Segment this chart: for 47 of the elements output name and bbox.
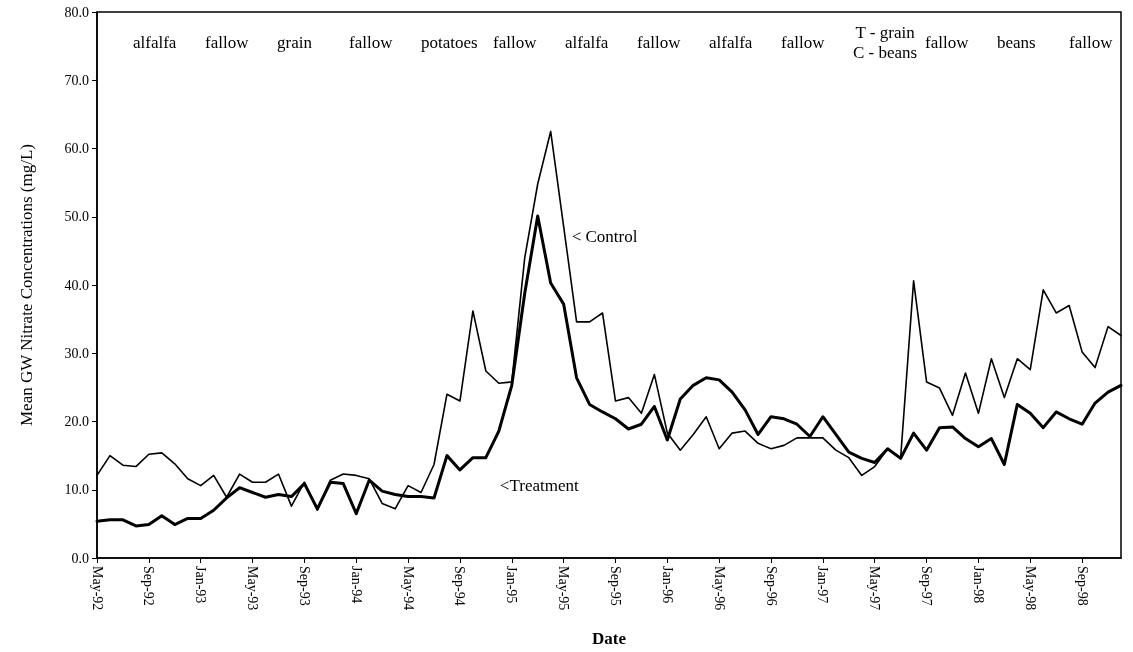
x-tick-label: Sep-93 — [296, 566, 312, 606]
y-tick-label: 50.0 — [64, 209, 89, 225]
y-tick-label: 0.0 — [71, 550, 89, 566]
x-tick-label: Sep-95 — [607, 566, 623, 606]
annotation: fallow — [1069, 32, 1114, 52]
x-tick-label: May-97 — [867, 566, 883, 611]
annotation: fallow — [349, 32, 394, 52]
x-tick-label: Sep-92 — [141, 566, 157, 606]
series-label: < Control — [571, 226, 638, 246]
annotation: alfalfa — [565, 32, 609, 52]
y-tick-label: 70.0 — [64, 72, 89, 88]
y-tick-label: 80.0 — [64, 4, 89, 20]
x-tick-label: May-95 — [556, 566, 572, 611]
x-tick-label: Jan-95 — [504, 566, 520, 604]
y-tick-label: 20.0 — [64, 414, 89, 429]
x-tick-label: Jan-96 — [659, 566, 675, 604]
x-tick-label: Sep-94 — [452, 566, 468, 606]
y-tick-label: 60.0 — [64, 141, 89, 156]
y-axis-title: Mean GW Nitrate Concentrations (mg/L) — [17, 144, 36, 426]
x-tick-label: May-98 — [1022, 566, 1038, 611]
annotation: fallow — [493, 32, 538, 52]
x-tick-label: Jan-97 — [815, 566, 831, 604]
annotation: fallow — [781, 32, 826, 52]
annotation: alfalfa — [133, 32, 177, 52]
y-tick-label: 40.0 — [64, 277, 89, 293]
annotation: alfalfa — [709, 32, 753, 52]
y-tick-label: 10.0 — [64, 482, 89, 498]
x-tick-label: Jan-98 — [970, 566, 986, 604]
x-tick-label: Sep-97 — [919, 566, 935, 606]
annotation: T - grain C - beans — [852, 22, 918, 62]
x-tick-label: May-94 — [400, 566, 416, 611]
annotation: potatoes — [421, 32, 478, 52]
x-tick-label: Jan-93 — [193, 566, 209, 604]
x-axis-title: Date — [592, 629, 627, 648]
y-tick-label: 30.0 — [64, 345, 89, 361]
x-tick-label: May-96 — [711, 566, 727, 611]
annotation: beans — [996, 32, 1036, 52]
x-tick-label: Sep-98 — [1074, 566, 1090, 606]
annotation: grain — [277, 32, 313, 52]
x-tick-label: May-93 — [245, 566, 261, 611]
annotation: fallow — [205, 32, 250, 52]
series-label: <Treatment — [499, 476, 579, 496]
x-tick-label: May-92 — [89, 566, 105, 611]
annotation: fallow — [925, 32, 970, 52]
annotation: fallow — [637, 32, 682, 52]
x-tick-label: Jan-94 — [348, 566, 364, 604]
x-tick-label: Sep-96 — [763, 566, 779, 606]
